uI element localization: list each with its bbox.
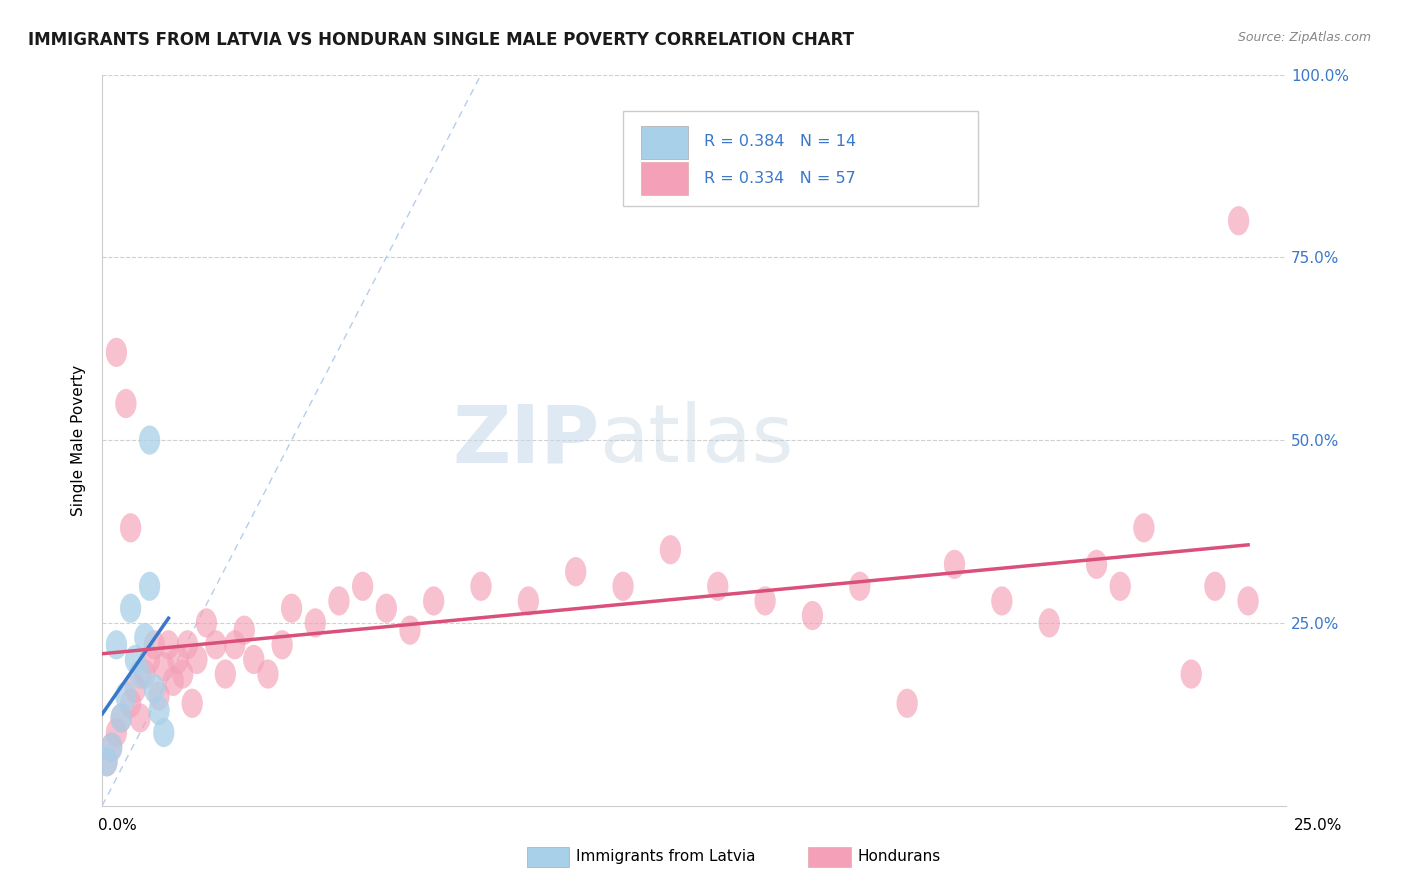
Ellipse shape (111, 703, 132, 732)
Ellipse shape (149, 681, 170, 711)
Ellipse shape (129, 703, 150, 732)
Ellipse shape (134, 659, 156, 689)
Ellipse shape (1181, 659, 1202, 689)
Ellipse shape (186, 645, 208, 674)
Ellipse shape (471, 572, 492, 601)
Ellipse shape (423, 586, 444, 615)
Ellipse shape (224, 630, 246, 659)
Ellipse shape (281, 593, 302, 623)
Ellipse shape (801, 601, 823, 630)
Ellipse shape (153, 652, 174, 681)
Ellipse shape (96, 747, 118, 776)
Ellipse shape (120, 689, 141, 718)
Ellipse shape (755, 586, 776, 615)
Text: 25.0%: 25.0% (1295, 818, 1343, 832)
Ellipse shape (205, 630, 226, 659)
Ellipse shape (167, 645, 188, 674)
Ellipse shape (153, 718, 174, 747)
Ellipse shape (125, 645, 146, 674)
Ellipse shape (849, 572, 870, 601)
Ellipse shape (233, 615, 254, 645)
Ellipse shape (149, 696, 170, 725)
Ellipse shape (101, 732, 122, 762)
Ellipse shape (172, 659, 194, 689)
Ellipse shape (1227, 206, 1250, 235)
Ellipse shape (157, 630, 179, 659)
Ellipse shape (111, 703, 132, 732)
Ellipse shape (1133, 513, 1154, 542)
Ellipse shape (1237, 586, 1258, 615)
Ellipse shape (101, 732, 122, 762)
Bar (641, 162, 688, 195)
Text: Hondurans: Hondurans (858, 849, 941, 863)
Ellipse shape (195, 608, 217, 638)
Ellipse shape (115, 681, 136, 711)
Bar (623, 112, 979, 206)
Ellipse shape (96, 747, 118, 776)
Text: Immigrants from Latvia: Immigrants from Latvia (576, 849, 756, 863)
Ellipse shape (399, 615, 420, 645)
Ellipse shape (1109, 572, 1130, 601)
Ellipse shape (517, 586, 538, 615)
Ellipse shape (943, 549, 965, 579)
Ellipse shape (105, 630, 127, 659)
Ellipse shape (243, 645, 264, 674)
Ellipse shape (352, 572, 373, 601)
Text: 0.0%: 0.0% (98, 818, 138, 832)
Ellipse shape (105, 338, 127, 367)
Ellipse shape (120, 593, 141, 623)
Ellipse shape (181, 689, 202, 718)
Ellipse shape (305, 608, 326, 638)
Ellipse shape (177, 630, 198, 659)
Ellipse shape (897, 689, 918, 718)
Ellipse shape (163, 666, 184, 696)
Ellipse shape (707, 572, 728, 601)
Ellipse shape (139, 645, 160, 674)
Ellipse shape (139, 425, 160, 455)
Ellipse shape (565, 558, 586, 586)
Ellipse shape (143, 630, 165, 659)
Ellipse shape (105, 718, 127, 747)
Bar (641, 126, 688, 159)
Ellipse shape (329, 586, 350, 615)
Ellipse shape (271, 630, 292, 659)
Ellipse shape (129, 659, 150, 689)
Ellipse shape (1085, 549, 1107, 579)
Text: Source: ZipAtlas.com: Source: ZipAtlas.com (1237, 31, 1371, 45)
Ellipse shape (125, 674, 146, 703)
Ellipse shape (115, 389, 136, 418)
Ellipse shape (1039, 608, 1060, 638)
Text: R = 0.334   N = 57: R = 0.334 N = 57 (703, 171, 855, 186)
Ellipse shape (134, 623, 156, 652)
Ellipse shape (120, 513, 141, 542)
Ellipse shape (257, 659, 278, 689)
Ellipse shape (215, 659, 236, 689)
Ellipse shape (375, 593, 396, 623)
Ellipse shape (991, 586, 1012, 615)
Ellipse shape (143, 674, 165, 703)
Ellipse shape (659, 535, 681, 565)
Y-axis label: Single Male Poverty: Single Male Poverty (72, 365, 86, 516)
Text: atlas: atlas (599, 401, 794, 479)
Ellipse shape (1205, 572, 1226, 601)
Ellipse shape (613, 572, 634, 601)
Text: ZIP: ZIP (453, 401, 599, 479)
Text: R = 0.384   N = 14: R = 0.384 N = 14 (703, 135, 856, 149)
Ellipse shape (139, 572, 160, 601)
Text: IMMIGRANTS FROM LATVIA VS HONDURAN SINGLE MALE POVERTY CORRELATION CHART: IMMIGRANTS FROM LATVIA VS HONDURAN SINGL… (28, 31, 853, 49)
